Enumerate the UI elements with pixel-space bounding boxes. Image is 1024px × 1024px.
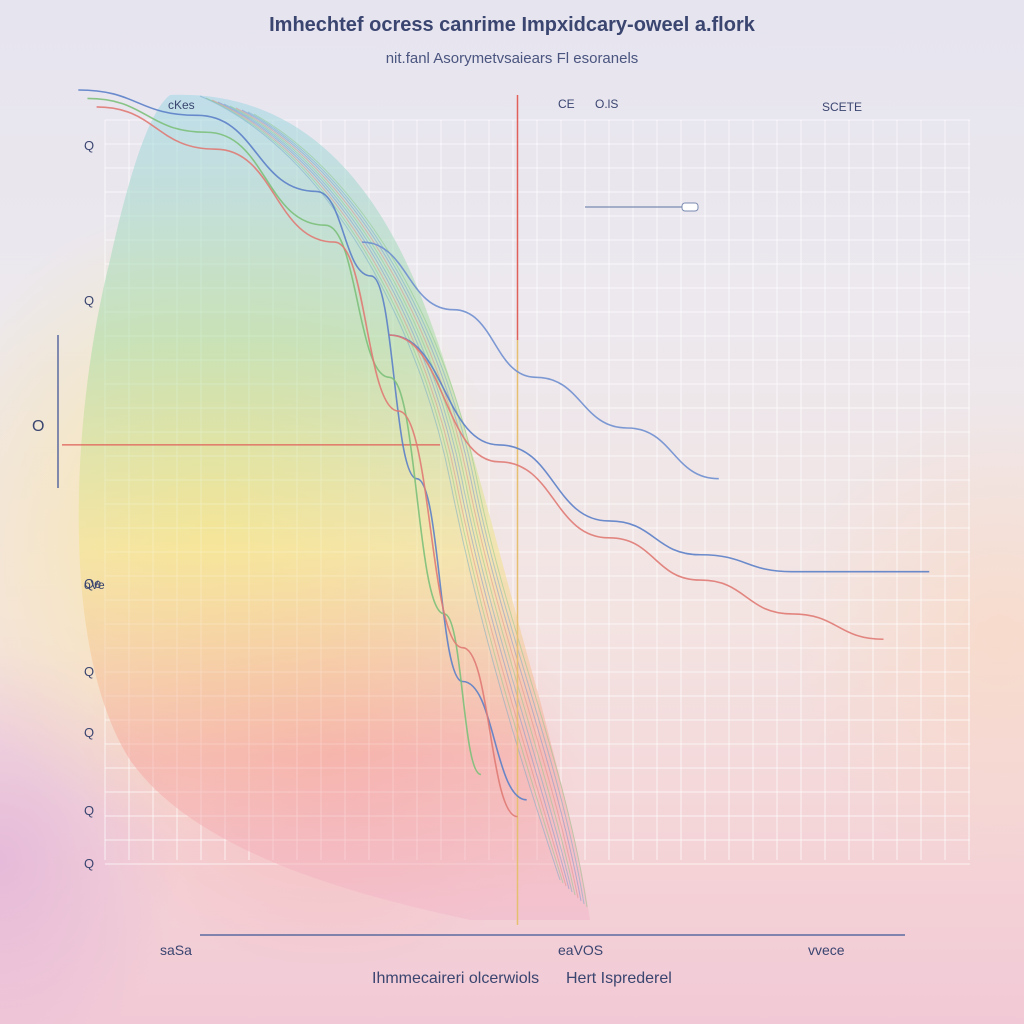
x-tick-labels: saSa eaVOS vvece: [160, 942, 845, 958]
swirl-strand: [205, 97, 564, 884]
corner-label-top-left: cKes: [168, 98, 195, 112]
chart-title: Imhechtef ocress canrime Impxidcary-owee…: [269, 14, 755, 36]
corner-label-ref-value: O.lS: [595, 97, 619, 111]
swirl-strand: [229, 105, 576, 896]
swirl-strand: [235, 107, 579, 899]
y-tick-label: Q: [84, 664, 94, 679]
series-line-steep-red: [96, 106, 518, 818]
series-line-upper-blue: [361, 241, 719, 480]
swirl-band: [78, 94, 590, 920]
reference-lines: [62, 95, 699, 925]
color-swirl: [78, 94, 590, 920]
corner-label-top-right: SCETE: [822, 100, 863, 114]
swirl-strand: [241, 109, 582, 902]
series-lines: [78, 89, 930, 818]
chart-subtitle: nit.fanl Asorymetvsaiears Fl esoranels: [385, 50, 639, 67]
series-line-steep-blue: [78, 89, 527, 801]
x-axis-label-secondary: Hert Isprederel: [566, 970, 672, 987]
corner-label-ref: CE: [558, 97, 575, 111]
x-axis-label: Ihmmecaireri olcerwiols: [372, 970, 540, 987]
swirl-strand: [247, 111, 585, 905]
series-line-decay-red: [389, 334, 884, 641]
y-axis-label: O: [32, 418, 45, 435]
swirl-strand: [211, 99, 567, 887]
y-tick-label: Qe: [84, 576, 101, 591]
y-tick-label: Q: [84, 725, 94, 740]
y-tick-label: Q: [84, 803, 94, 818]
x-tick-label: saSa: [160, 942, 192, 958]
y-tick-label: Q: [84, 293, 94, 308]
y-tick-label: Q: [84, 856, 94, 871]
y-tick-label: Q: [84, 138, 94, 153]
x-tick-label: eaVOS: [558, 942, 603, 958]
swirl-strand: [253, 113, 588, 908]
marker-handle: [681, 202, 699, 212]
corner-label-left: oVe: [84, 578, 105, 592]
x-tick-label: vvece: [808, 942, 845, 958]
series-line-decay-blue: [389, 334, 930, 573]
axes: [57, 335, 905, 936]
swirl-strand: [223, 103, 573, 893]
swirl-strand: [199, 95, 561, 881]
swirl-strand: [217, 101, 570, 890]
y-tick-labels: Q Q Qe Q Q Q Q: [84, 138, 101, 871]
series-line-steep-green: [87, 97, 482, 776]
